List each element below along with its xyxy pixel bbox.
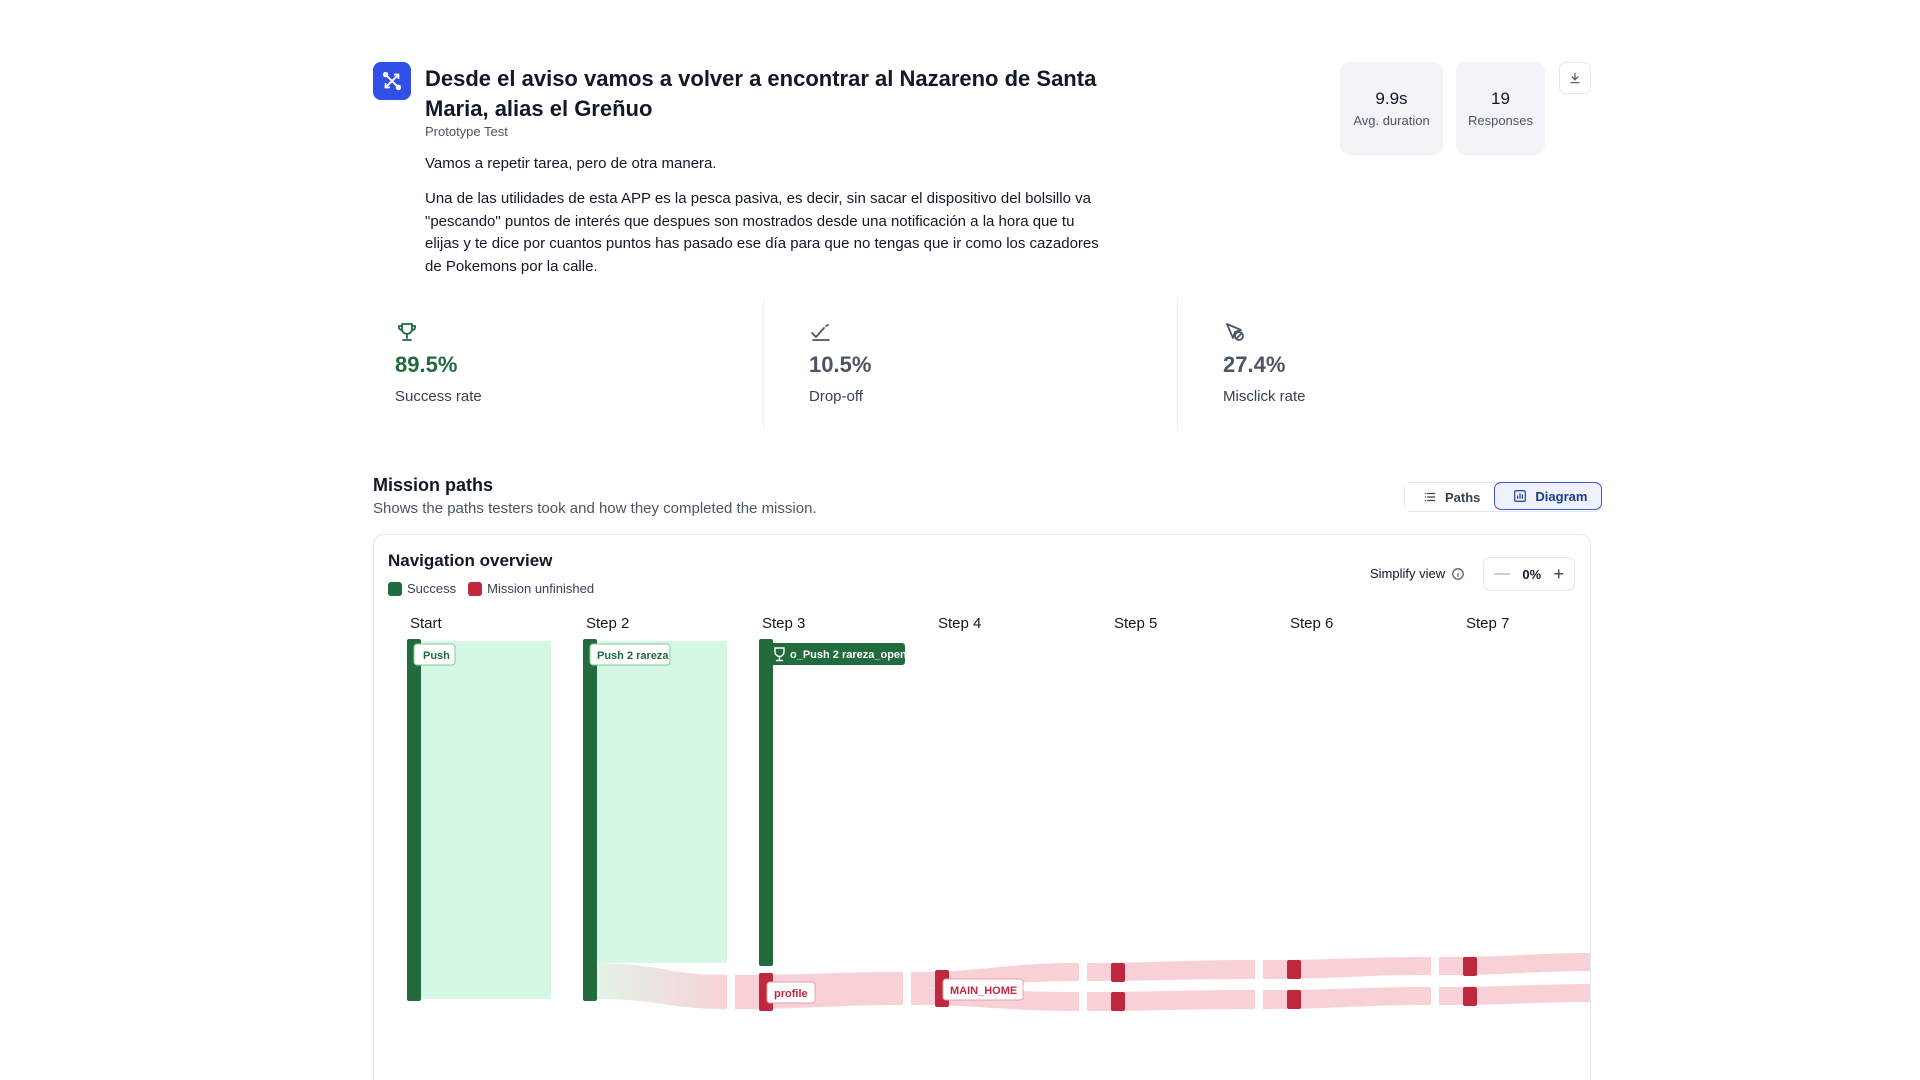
flow-step7-out-b (1439, 984, 1590, 1005)
diagram-legend: Success Mission unfinished (388, 581, 600, 596)
diagram-toggle-button[interactable]: Diagram (1494, 482, 1603, 510)
avg-duration-value: 9.9s (1375, 89, 1408, 108)
flow-step6-step7-a (1263, 957, 1431, 979)
label-success-endpoint: o_Push 2 rareza_open (766, 643, 907, 665)
label-main-home-text: MAIN_HOME (950, 985, 1017, 997)
step-label-6: Step 6 (1290, 615, 1334, 632)
flow-step2-step3 (591, 641, 727, 963)
legend-success: Success (388, 581, 456, 596)
legend-success-label: Success (407, 581, 457, 596)
mission-paths-subtitle: Shows the paths testers took and how the… (373, 500, 817, 517)
step-label-7: Step 7 (1466, 615, 1510, 632)
misclick-rate-label: Misclick rate (1223, 388, 1306, 405)
node-step6-b[interactable] (1287, 990, 1301, 1009)
node-step3-success[interactable] (759, 639, 773, 966)
step-label-5: Step 5 (1114, 615, 1158, 632)
navigation-diagram: Push Push 2 rareza o_Push 2 rareza_open … (407, 639, 1590, 1011)
legend-unfinished: Mission unfinished (468, 581, 594, 596)
flow-step5-step6-b (1087, 990, 1255, 1011)
success-rate-metric: 89.5% Success rate (373, 298, 763, 430)
avg-duration-card: 9.9s Avg. duration (1340, 62, 1443, 155)
label-profile: profile (766, 981, 816, 1004)
misclick-rate-value: 27.4% (1223, 352, 1286, 377)
metrics-row: 89.5% Success rate 10.5% Drop-off 27.4% … (373, 298, 1591, 430)
test-header: Desde el aviso vamos a volver a encontra… (373, 62, 1591, 282)
step-label-start: Start (410, 615, 442, 632)
trophy-icon (397, 323, 417, 341)
test-title: Desde el aviso vamos a volver a encontra… (425, 66, 1097, 121)
step-label-2: Step 2 (586, 615, 630, 632)
node-step7-b[interactable] (1463, 987, 1477, 1006)
divider (763, 298, 764, 430)
simplify-view: Simplify view (1370, 566, 1465, 581)
label-success-endpoint-text: o_Push 2 rareza_open (790, 649, 907, 661)
step-label-3: Step 3 (762, 615, 806, 632)
legend-unfinished-swatch (468, 581, 483, 596)
label-profile-text: profile (774, 988, 808, 1000)
paths-toggle-label: Paths (1445, 489, 1481, 505)
label-main-home: MAIN_HOME (942, 978, 1024, 1001)
flow-step2-profile (591, 963, 727, 1009)
divider (1177, 298, 1178, 430)
prototype-test-icon (373, 62, 411, 100)
success-rate-label: Success rate (395, 388, 482, 405)
legend-success-swatch (388, 581, 402, 596)
info-icon[interactable] (1451, 567, 1465, 581)
view-toggle: Paths Diagram (1404, 482, 1603, 512)
download-icon (1570, 72, 1580, 84)
drop-off-metric: 10.5% Drop-off (787, 298, 1177, 430)
flow-start-step2 (415, 641, 551, 999)
node-step6-a[interactable] (1287, 960, 1301, 979)
legend-unfinished-label: Mission unfinished (487, 581, 595, 596)
simplify-stepper: — 0% + (1483, 557, 1575, 591)
misclick-icon (1226, 323, 1244, 341)
responses-value: 19 (1491, 89, 1510, 108)
drop-off-icon (811, 324, 830, 341)
node-start[interactable] (407, 639, 421, 1001)
avg-duration-label: Avg. duration (1353, 113, 1430, 128)
decrease-button[interactable]: — (1494, 565, 1510, 582)
responses-card: 19 Responses (1456, 62, 1545, 155)
flow-step7-out-a (1439, 953, 1590, 975)
chart-icon (1514, 490, 1527, 502)
mission-paths-title: Mission paths (373, 475, 494, 495)
flow-step6-step7-b (1263, 987, 1431, 1009)
navigation-overview-title: Navigation overview (388, 551, 553, 570)
test-description-long: Una de las utilidades de esta APP es la … (425, 190, 1099, 275)
diagram-toggle-label: Diagram (1535, 488, 1588, 504)
label-push: Push (413, 643, 456, 666)
label-push-text: Push (423, 650, 450, 662)
flow-step5-step6-a (1087, 960, 1255, 981)
label-push-2-rareza-text: Push 2 rareza (597, 650, 669, 662)
node-step2[interactable] (583, 639, 597, 1001)
misclick-rate-metric: 27.4% Misclick rate (1201, 298, 1591, 430)
success-rate-value: 89.5% (395, 352, 458, 377)
navigation-overview-panel: Navigation overview Success Mission unfi… (373, 534, 1591, 1080)
test-description-short: Vamos a repetir tarea, pero de otra mane… (425, 155, 717, 172)
list-icon (1424, 492, 1436, 502)
download-button[interactable] (1559, 62, 1591, 94)
test-type-label: Prototype Test (425, 124, 508, 139)
increase-button[interactable]: + (1553, 563, 1564, 584)
node-step5-b[interactable] (1111, 992, 1125, 1011)
simplify-view-label: Simplify view (1370, 566, 1446, 581)
drop-off-label: Drop-off (809, 388, 863, 405)
simplify-value: 0% (1522, 566, 1542, 582)
drop-off-value: 10.5% (809, 352, 872, 377)
step-label-4: Step 4 (938, 615, 982, 632)
node-step7-a[interactable] (1463, 957, 1477, 976)
paths-toggle-button[interactable]: Paths (1405, 483, 1495, 511)
responses-label: Responses (1467, 113, 1534, 128)
node-step5-a[interactable] (1111, 963, 1125, 982)
label-push-2-rareza: Push 2 rareza (589, 643, 671, 666)
trophy-icon (774, 647, 785, 662)
